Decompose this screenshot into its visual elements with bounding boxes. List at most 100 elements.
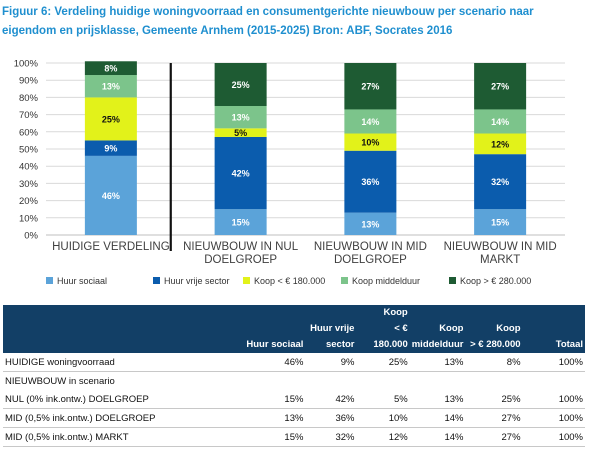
data-label: 46%	[102, 191, 120, 201]
bar-segment	[84, 140, 137, 156]
bar-segment	[214, 128, 267, 137]
bar-segment	[344, 150, 397, 213]
y-tick-label: 70%	[19, 110, 39, 121]
bar-segment	[214, 63, 267, 106]
figure-title: Figuur 6: Verdeling huidige woningvoorra…	[2, 6, 534, 37]
legend-label: Koop < € 180.000	[254, 276, 325, 286]
table-cell: 15%	[284, 393, 304, 405]
bar-segment	[344, 133, 397, 151]
table-cell	[523, 372, 585, 391]
table-header-cell: Koop middelduur	[411, 323, 464, 350]
data-label: 15%	[232, 218, 250, 228]
data-table: Huur sociaal Huur vrije sector Koop < € 180.…	[3, 305, 585, 447]
legend-swatch	[243, 277, 250, 284]
table-header-cell: Koop < € 180.000	[373, 307, 408, 350]
data-label: 36%	[361, 177, 379, 187]
data-label: 27%	[361, 82, 379, 92]
table-cell: 25%	[388, 356, 408, 368]
data-label: 25%	[102, 114, 120, 124]
row-label: MID (0,5% ink.ontw.) MARKT	[5, 431, 129, 443]
y-tick-label: 90%	[19, 76, 39, 87]
data-label: 9%	[104, 144, 117, 154]
x-category-label: DOELGROEP	[334, 254, 407, 266]
y-tick-label: 50%	[19, 145, 39, 156]
table-cell	[186, 372, 306, 391]
bar-segment	[214, 136, 267, 210]
table-cell	[356, 372, 409, 391]
table-header-row: Huur sociaal Huur vrije sector Koop < € 180.…	[3, 305, 585, 353]
table-row: NUL (0% ink.ontw.) DOELGROEP 15% 42% 5% 13% 2…	[3, 390, 585, 409]
bar-segment	[84, 97, 137, 141]
table-cell: 42%	[335, 393, 355, 405]
data-label: 32%	[491, 177, 509, 187]
table-cell: 100%	[558, 356, 583, 368]
legend-swatch	[449, 277, 456, 284]
table-cell: 9%	[340, 356, 355, 368]
table-cell: 27%	[501, 431, 521, 443]
table-header-cell	[3, 305, 186, 353]
bar-segment	[84, 75, 137, 98]
bar-segment	[344, 109, 397, 134]
legend-label: Koop middelduur	[352, 276, 420, 286]
table-cell: 13%	[284, 412, 304, 424]
bar-segment	[474, 154, 527, 210]
table-cell: 10%	[388, 412, 408, 424]
table-cell: 12%	[388, 431, 408, 443]
table-cell: 46%	[284, 356, 304, 368]
data-label: 25%	[232, 80, 250, 90]
bar-segment	[474, 109, 527, 134]
row-label: NIEUWBOUW in scenario	[5, 375, 115, 387]
bar-segment	[474, 133, 527, 155]
bar-segment	[474, 63, 527, 110]
bar-segment	[214, 209, 267, 235]
table-header-cell: Huur vrije sector	[310, 323, 355, 350]
table-cell	[465, 372, 522, 391]
table-cell: 14%	[444, 431, 464, 443]
data-label: 15%	[491, 218, 509, 228]
row-label: HUIDIGE woningvoorraad	[5, 356, 115, 368]
legend-swatch	[46, 277, 53, 284]
table-cell: 27%	[501, 412, 521, 424]
data-label: 13%	[361, 219, 379, 229]
table-cell: 14%	[444, 412, 464, 424]
table-cell	[305, 372, 356, 391]
data-label: 13%	[102, 82, 120, 92]
bar-segment	[214, 106, 267, 129]
bar-segment	[474, 209, 527, 235]
table-header-cell: Koop > € 280.000	[470, 323, 521, 350]
table-header-cell: Huur sociaal	[246, 339, 304, 350]
legend-label: Huur sociaal	[57, 276, 107, 286]
stacked-bar-chart: 0% 10% 20% 30% 40% 50% 60% 70% 80% 90% 100% 46% 9% 25…	[14, 59, 565, 286]
data-label: 10%	[361, 138, 379, 148]
table-header-cell: Totaal	[555, 339, 583, 350]
table-row: MID (0,5% ink.ontw.) DOELGROEP 13% 36% 10% 1…	[3, 409, 585, 428]
table-cell: 100%	[558, 412, 583, 424]
data-label: 12%	[491, 139, 509, 149]
x-category-label: DOELGROEP	[204, 254, 277, 266]
y-tick-label: 20%	[19, 196, 39, 207]
y-tick-label: 40%	[19, 162, 39, 173]
table-cell: 13%	[444, 356, 464, 368]
data-label: 27%	[491, 82, 509, 92]
table-cell: 13%	[444, 393, 464, 405]
y-tick-label: 10%	[19, 213, 39, 224]
legend-swatch	[341, 277, 348, 284]
bar-segment	[344, 63, 397, 110]
x-category-label: NIEUWBOUW IN MID	[444, 241, 557, 253]
table-cell: 32%	[335, 431, 355, 443]
legend-label: Koop > € 280.000	[460, 276, 531, 286]
table-cell: 8%	[506, 356, 521, 368]
bar-segment	[84, 61, 137, 76]
legend-label: Huur vrije sector	[164, 276, 230, 286]
data-label: 14%	[361, 117, 379, 127]
x-category-label: NIEUWBOUW IN NUL	[183, 241, 299, 253]
x-category-label: MARKT	[480, 254, 520, 266]
table-cell: 15%	[284, 431, 304, 443]
x-category-label: HUIDIGE VERDELING	[52, 241, 170, 253]
row-label: NUL (0% ink.ontw.) DOELGROEP	[5, 393, 149, 405]
data-label: 42%	[232, 169, 250, 179]
y-tick-label: 100%	[14, 59, 39, 70]
legend-swatch	[153, 277, 160, 284]
table-row: MID (0,5% ink.ontw.) MARKT 15% 32% 12% 14% 27…	[3, 428, 585, 447]
bar-segment	[344, 212, 397, 235]
